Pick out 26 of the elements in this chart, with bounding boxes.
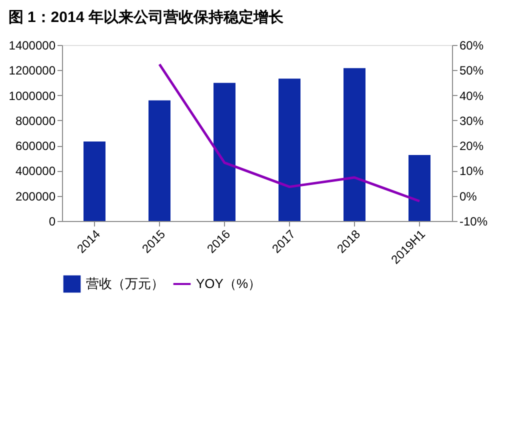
- y-tick-label: 600000: [15, 139, 56, 154]
- y-tick-label: 1400000: [8, 38, 56, 52]
- y-tick-label: 200000: [15, 189, 56, 204]
- y2-tick-label: 60%: [460, 38, 484, 52]
- line-series: [158, 63, 421, 202]
- legend-label: 营收（万元）: [86, 276, 164, 291]
- y2-tick-label: 10%: [460, 164, 484, 178]
- bar: [278, 78, 300, 221]
- y-tick-label: 0: [48, 214, 56, 228]
- bar: [84, 142, 106, 221]
- y-tick-label: 1000000: [8, 88, 56, 103]
- chart-title: 图 1：2014 年以来公司营收保持稳定增长: [8, 8, 284, 26]
- bar: [408, 155, 430, 221]
- y-tick-label: 1200000: [8, 64, 56, 78]
- y2-tick-label: 40%: [460, 88, 484, 103]
- y2-tick-label: 20%: [460, 139, 484, 154]
- y2-tick-label: 0%: [460, 189, 478, 204]
- y2-tick-label: -10%: [460, 214, 488, 228]
- y-tick-label: 800000: [15, 114, 56, 128]
- bar: [148, 100, 170, 221]
- legend-label: YOY（%）: [196, 276, 262, 291]
- bar: [214, 82, 236, 221]
- bar: [344, 68, 366, 221]
- y2-tick-label: 50%: [460, 64, 484, 78]
- y-tick-label: 400000: [15, 164, 56, 178]
- y2-tick-label: 30%: [460, 114, 484, 128]
